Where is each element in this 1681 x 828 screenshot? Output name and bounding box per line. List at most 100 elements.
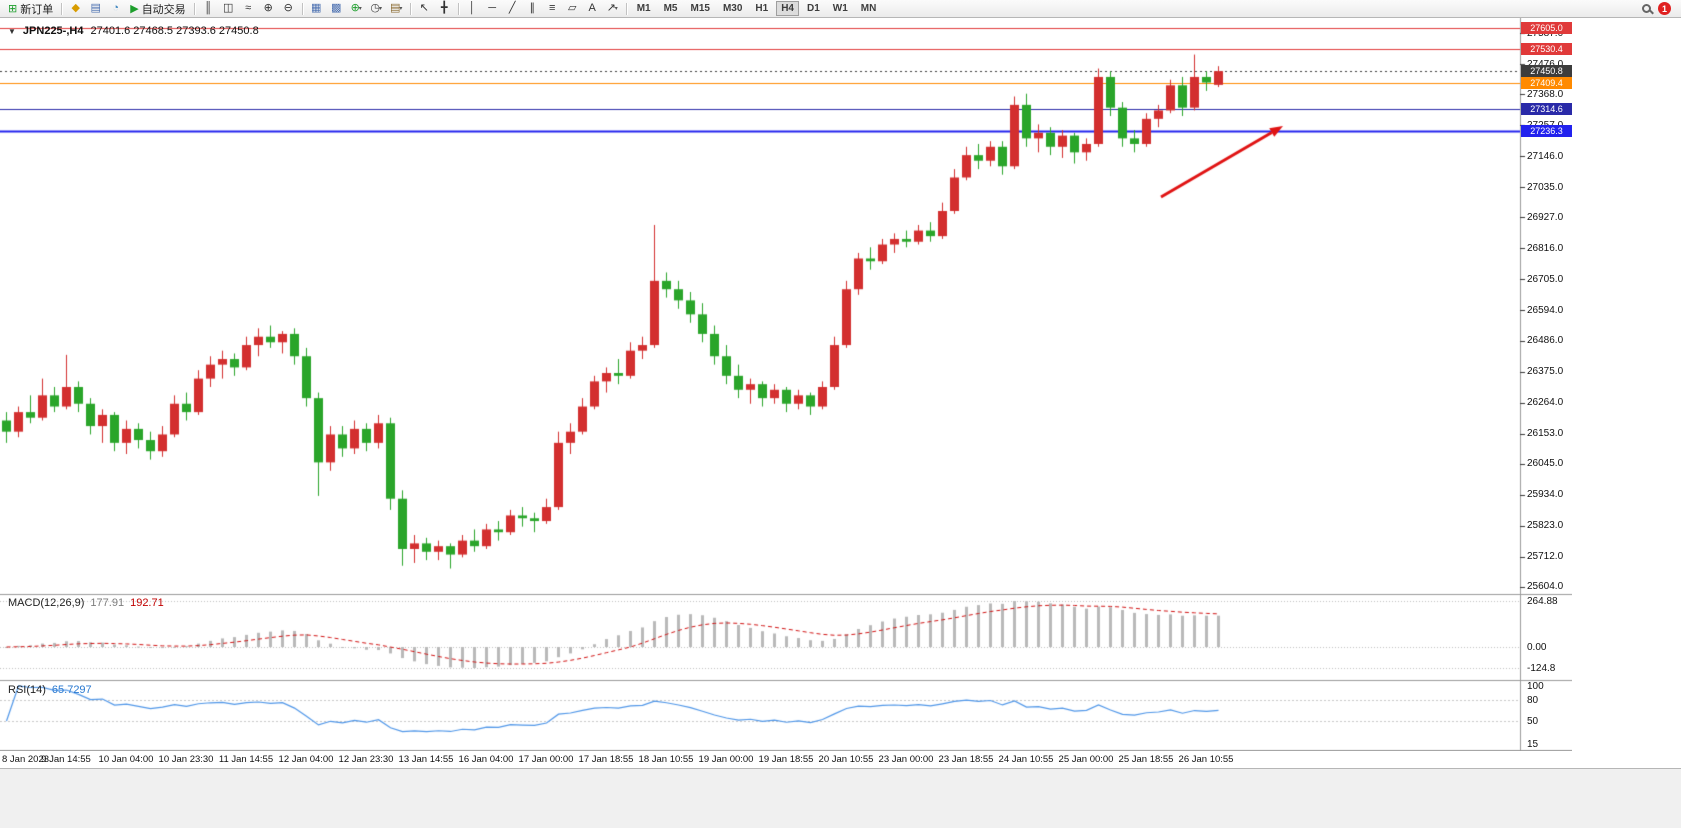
line-chart-icon[interactable]: ≈ [239, 1, 258, 16]
macd-axis-label: 0.00 [1527, 641, 1547, 653]
bar-chart-icon[interactable]: ║ [199, 1, 218, 16]
macd-indicator-label: MACD(12,26,9) 177.91 192.71 [8, 597, 164, 609]
horizontal-line-icon: ─ [488, 2, 497, 14]
vertical-line-icon: │ [468, 2, 476, 14]
price-level-box: 27605.0 [1521, 22, 1572, 35]
macd-signal-value: 192.71 [130, 597, 164, 609]
timeframe-m30-button[interactable]: M30 [722, 3, 743, 14]
tile-windows-icon: ▦ [310, 2, 322, 14]
time-axis-label: 18 Jan 10:55 [638, 754, 694, 765]
time-axis-label: 8 Jan 2023 [2, 754, 50, 765]
price-tick-label: 27368.0 [1527, 88, 1564, 100]
cascade-windows-icon: ▩ [330, 2, 342, 14]
time-axis-label: 20 Jan 10:55 [818, 754, 874, 765]
price-tick-label: 26486.0 [1527, 335, 1564, 347]
toolbar: ⊞ 新订单 ◆ ▤ ◔ ▶ 自动交易 ║ ◫ ≈ ⊕ ⊖ ▦ ▩ ⊕ ▾ ◷ ▾ ▤ ▾ ↖ ╋ │ ─ ╱ ∥ ≡ ▱ A ↗ ▾ M1 M5… [0, 0, 1681, 18]
price-level-box: 27314.6 [1521, 103, 1572, 116]
zoom-out-icon: ⊖ [283, 2, 293, 14]
arrow-tools-icon[interactable]: ↗ ▾ [603, 1, 622, 16]
toolbar-right-group: 1 [1642, 2, 1671, 15]
search-icon[interactable] [1642, 4, 1651, 13]
timeframe-d1-button[interactable]: D1 [807, 3, 820, 14]
new-chart-icon[interactable]: ◆ [66, 1, 85, 16]
equidistant-channel-icon[interactable]: ∥ [523, 1, 542, 16]
timeframe-m15-button[interactable]: M15 [690, 3, 710, 14]
timeframe-h4-button[interactable]: H4 [776, 1, 799, 16]
time-axis-label: 19 Jan 18:55 [758, 754, 814, 765]
symbol-period-label: JPN225-,H4 [22, 25, 84, 37]
text-icon[interactable]: A [583, 1, 602, 16]
toolbar-divider [625, 2, 627, 15]
cursor-icon: ↖ [419, 2, 429, 14]
one-click-trading-arrow-icon[interactable]: ▼ [8, 26, 16, 36]
price-tick-label: 25934.0 [1527, 489, 1564, 501]
indicators-icon[interactable]: ⊕ ▾ [347, 1, 366, 16]
rsi-axis-label: 80 [1527, 694, 1539, 706]
time-axis-label: 10 Jan 23:30 [158, 754, 214, 765]
timeframe-mn-button[interactable]: MN [860, 3, 877, 14]
new-order-button-label: 新订单 [20, 3, 54, 16]
data-window-icon[interactable]: ◔ [106, 1, 125, 16]
cursor-icon[interactable]: ↖ [415, 1, 434, 16]
price-tick-label: 26594.0 [1527, 304, 1564, 316]
rsi-axis-label: 15 [1527, 738, 1539, 750]
profiles-icon[interactable]: ▤ [86, 1, 105, 16]
periods-icon[interactable]: ◷ ▾ [367, 1, 386, 16]
macd-axis-label: -124.8 [1527, 662, 1556, 674]
time-axis-label: 9 Jan 14:55 [41, 754, 91, 765]
crosshair-icon[interactable]: ╋ [435, 1, 454, 16]
price-tick-label: 25712.0 [1527, 551, 1564, 563]
new-order-button: ⊞ [8, 3, 18, 15]
toolbar-divider [409, 2, 411, 15]
time-axis-label: 11 Jan 14:55 [218, 754, 274, 765]
shapes-icon[interactable]: ▱ [563, 1, 582, 16]
toolbar-divider [61, 2, 63, 15]
new-order-button[interactable]: ⊞ 新订单 [4, 1, 57, 16]
macd-axis-label: 264.88 [1527, 595, 1558, 607]
chevron-down-icon: ▾ [378, 5, 382, 12]
zoom-out-icon[interactable]: ⊖ [279, 1, 298, 16]
price-level-box: 27409.4 [1521, 76, 1572, 89]
timeframe-h1-button[interactable]: H1 [755, 3, 769, 14]
auto-trading-button-label: 自动交易 [141, 3, 186, 16]
price-tick-label: 26816.0 [1527, 242, 1564, 254]
tile-windows-icon[interactable]: ▦ [307, 1, 326, 16]
toolbar-divider [301, 2, 303, 15]
auto-trading-button: ▶ [130, 3, 139, 15]
trendline-icon[interactable]: ╱ [503, 1, 522, 16]
rsi-indicator-label: RSI(14) 65.7297 [8, 684, 92, 696]
time-axis-label: 24 Jan 10:55 [998, 754, 1054, 765]
time-axis-label: 10 Jan 04:00 [98, 754, 154, 765]
price-axis[interactable]: 27587.027476.027368.027257.027146.027035… [1521, 0, 1583, 768]
notifications-badge[interactable]: 1 [1658, 2, 1671, 15]
timeframe-m5-button[interactable]: M5 [663, 3, 678, 14]
time-axis-label: 12 Jan 23:30 [338, 754, 394, 765]
time-axis-label: 12 Jan 04:00 [278, 754, 334, 765]
chart-canvas[interactable] [0, 18, 1572, 751]
horizontal-line-icon[interactable]: ─ [483, 1, 502, 16]
price-tick-label: 26705.0 [1527, 273, 1564, 285]
crosshair-icon: ╋ [440, 2, 448, 14]
vertical-line-icon[interactable]: │ [463, 1, 482, 16]
price-tick-label: 26927.0 [1527, 211, 1564, 223]
time-axis-label: 26 Jan 10:55 [1178, 754, 1234, 765]
time-axis-label: 25 Jan 00:00 [1058, 754, 1114, 765]
ohlc-label: 27401.6 27468.5 27393.6 27450.8 [90, 25, 259, 37]
candlestick-chart-icon[interactable]: ◫ [219, 1, 238, 16]
templates-icon[interactable]: ▤ ▾ [387, 1, 406, 16]
arrow-tools-icon: ↗ [606, 2, 616, 14]
profiles-icon: ▤ [90, 2, 101, 14]
chevron-down-icon: ▾ [614, 5, 618, 12]
timeframe-w1-button[interactable]: W1 [832, 3, 848, 14]
rsi-axis-label: 100 [1527, 680, 1544, 692]
time-axis-label: 19 Jan 00:00 [698, 754, 754, 765]
auto-trading-button[interactable]: ▶ 自动交易 [126, 1, 189, 16]
cascade-windows-icon[interactable]: ▩ [327, 1, 346, 16]
timeframe-m1-button[interactable]: M1 [636, 3, 651, 14]
price-tick-label: 26375.0 [1527, 366, 1564, 378]
status-bar [0, 768, 1681, 828]
zoom-in-icon[interactable]: ⊕ [259, 1, 278, 16]
fibonacci-icon[interactable]: ≡ [543, 1, 562, 16]
chart-title: ▼ JPN225-,H4 27401.6 27468.5 27393.6 274… [8, 25, 259, 37]
time-axis[interactable]: 8 Jan 2023 9 Jan 14:55 10 Jan 04:00 10 Jan … [0, 750, 1521, 768]
